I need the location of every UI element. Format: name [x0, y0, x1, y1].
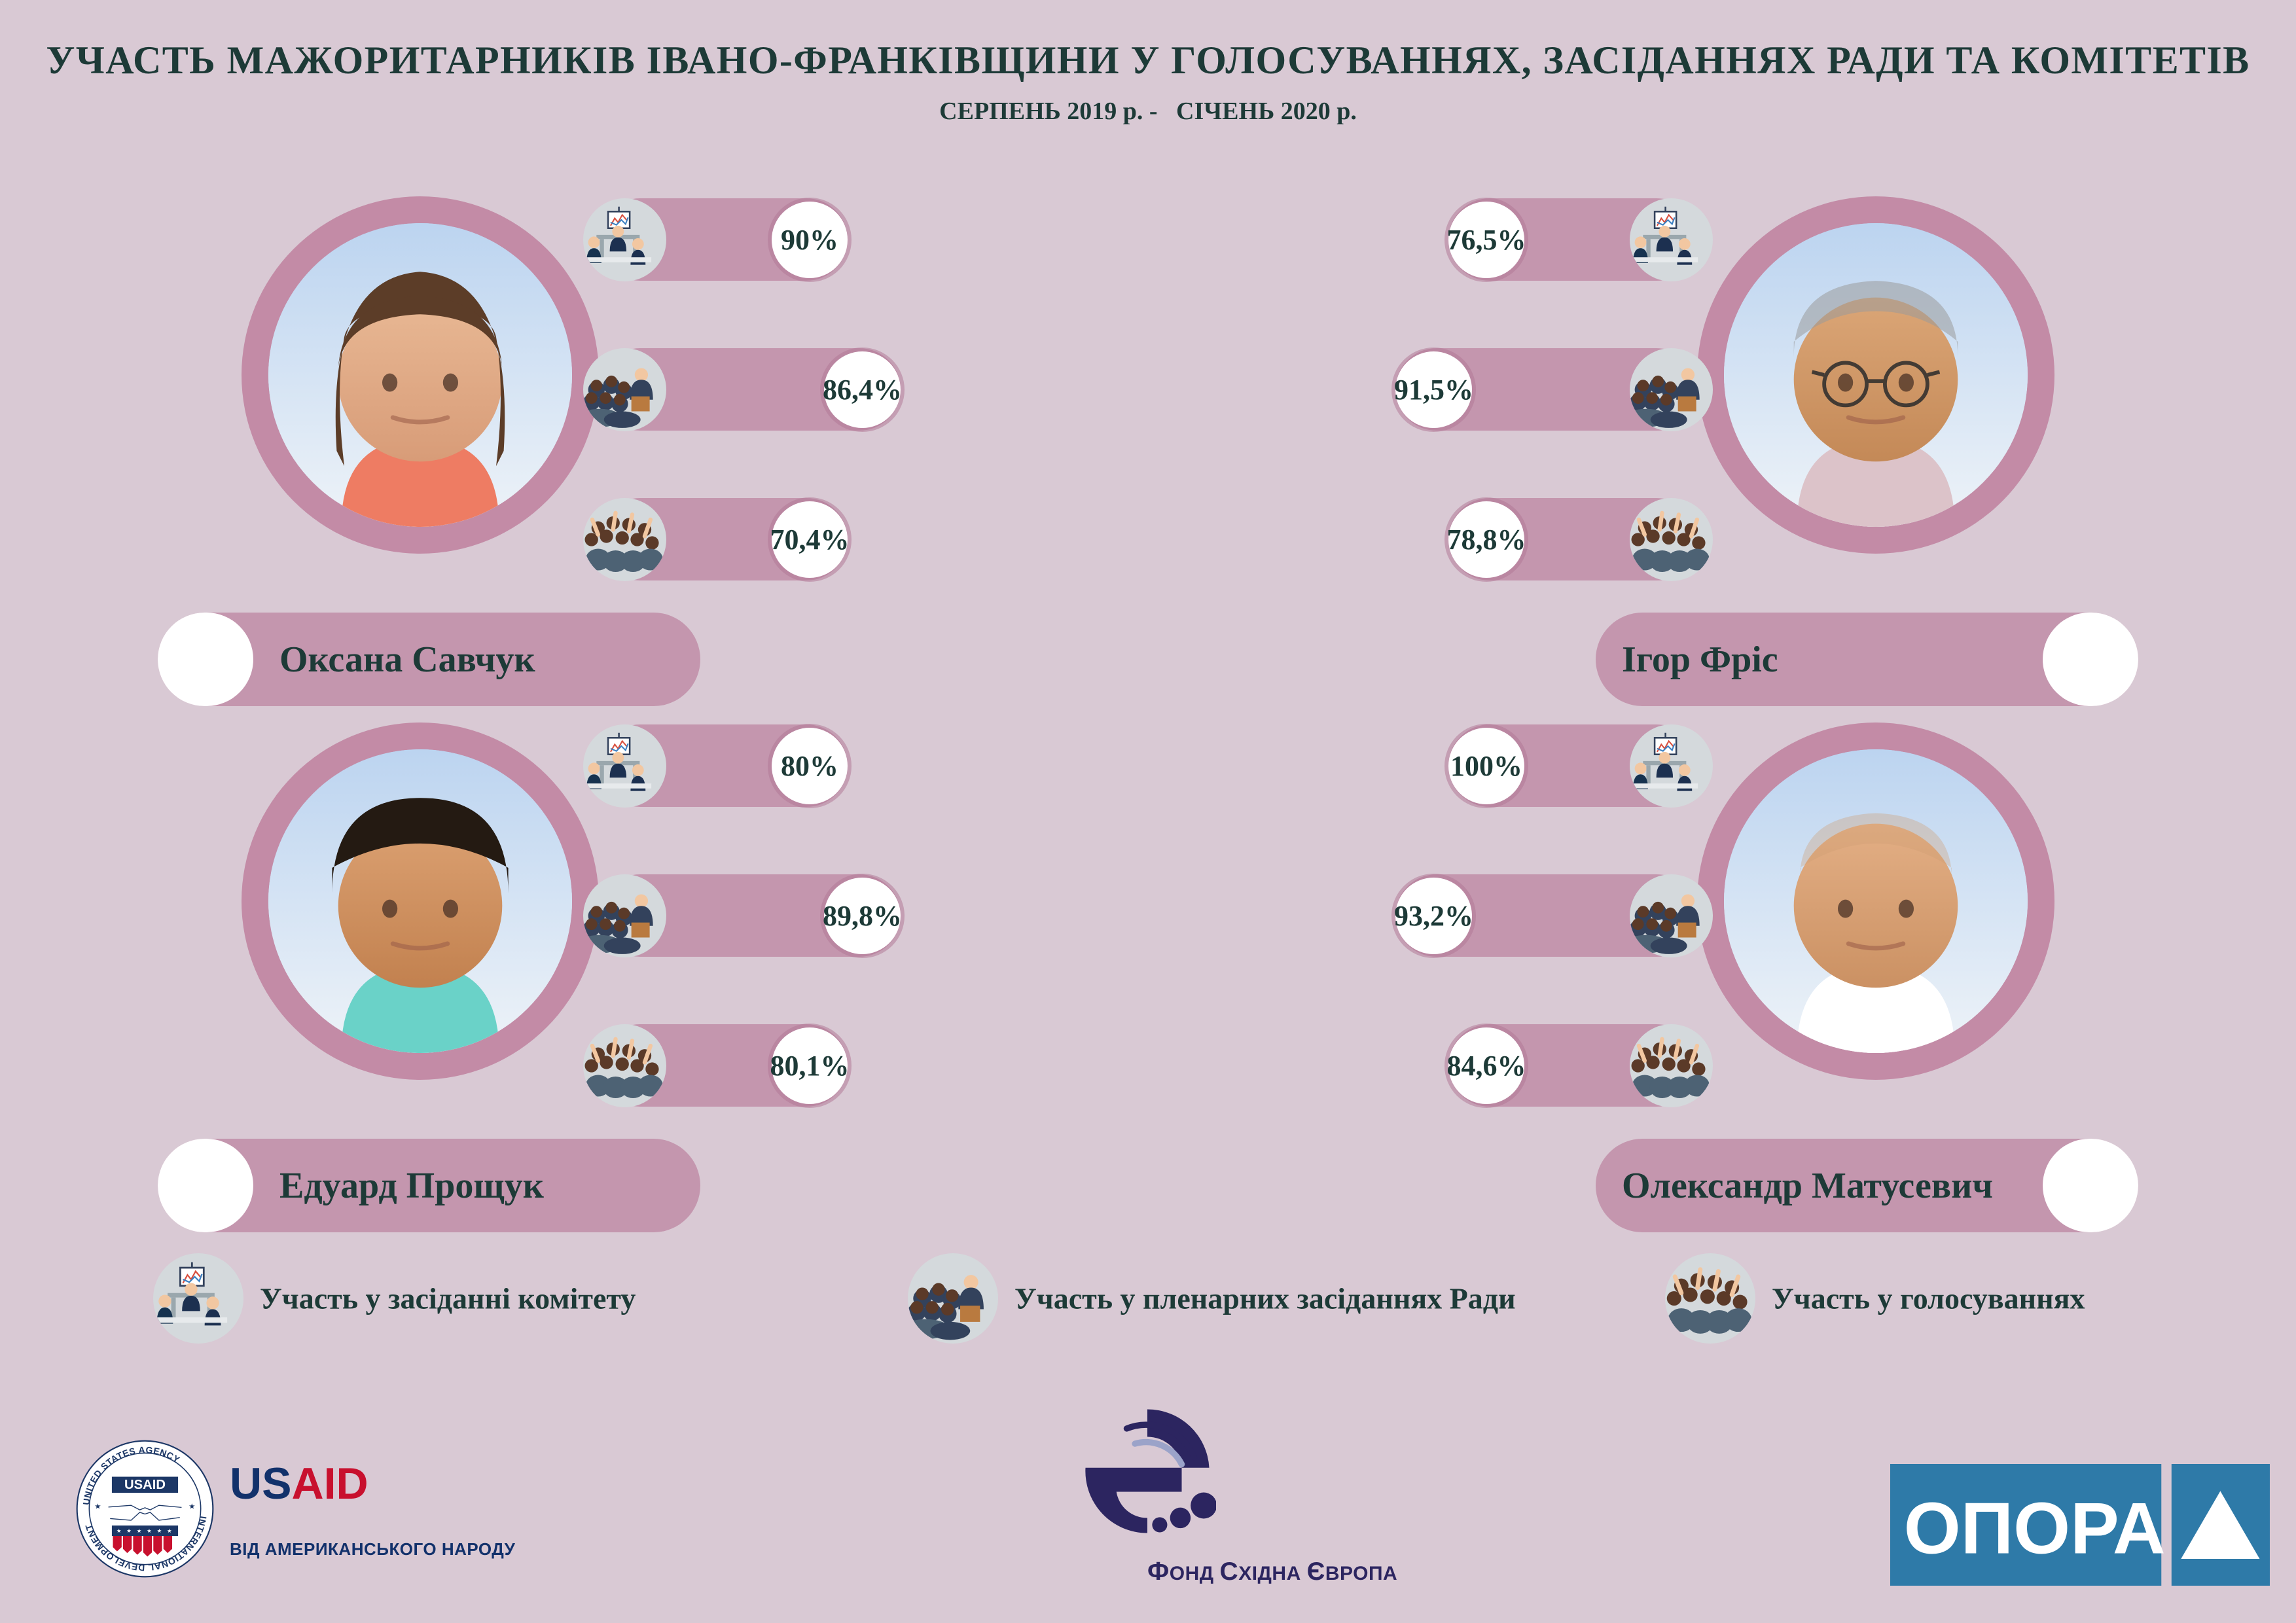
svg-text:★: ★: [94, 1503, 101, 1511]
svg-text:★: ★: [157, 1527, 162, 1534]
svg-text:★: ★: [117, 1527, 122, 1534]
svg-text:★: ★: [188, 1503, 196, 1511]
svg-text:USAID: USAID: [124, 1478, 166, 1492]
svg-text:ОПОРА: ОПОРА: [1904, 1488, 2166, 1569]
svg-text:★: ★: [137, 1527, 142, 1534]
svg-text:★: ★: [126, 1527, 132, 1534]
svg-text:★: ★: [167, 1527, 172, 1534]
svg-text:★: ★: [147, 1527, 152, 1534]
